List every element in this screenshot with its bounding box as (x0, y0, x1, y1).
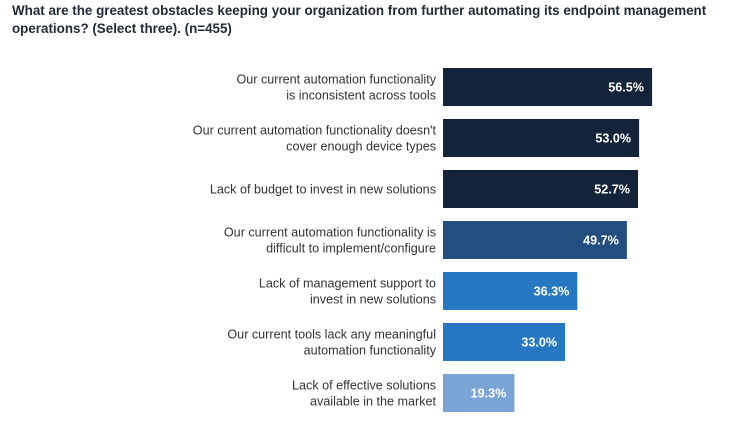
category-label-5-line-2: invest in new solutions (310, 293, 436, 307)
category-label-6-line-2: automation functionality (304, 344, 437, 358)
bar-4 (443, 221, 627, 259)
category-labels-layer: Our current automation functionality is i… (193, 73, 437, 409)
category-label-4-line-1: Our current automation functionality is (224, 226, 436, 240)
value-label-7: 19.3% (471, 387, 507, 401)
category-label-7-line-1: Lack of effective solutions (292, 379, 436, 393)
value-label-4: 49.7% (583, 234, 619, 248)
value-label-3: 52.7% (594, 183, 630, 197)
category-label-1-line-1: Our current automation functionality (236, 73, 436, 87)
category-label-5-line-1: Lack of management support to (259, 277, 436, 291)
bar-6 (443, 323, 566, 361)
bar-2 (443, 119, 640, 157)
category-label-7-line-2: available in the market (310, 395, 437, 409)
bar-1 (443, 68, 653, 106)
value-label-5: 36.3% (534, 285, 570, 299)
category-label-1-line-2: is inconsistent across tools (286, 89, 436, 103)
bar-7 (443, 374, 515, 412)
bar-5 (443, 272, 578, 310)
category-label-2-line-2: cover enough device types (286, 140, 436, 154)
chart-title: What are the greatest obstacles keeping … (12, 3, 707, 36)
bar-3 (443, 170, 638, 208)
bars-layer (443, 68, 653, 412)
value-label-2: 53.0% (595, 132, 631, 146)
value-label-1: 56.5% (608, 81, 644, 95)
value-label-6: 33.0% (521, 336, 557, 350)
value-labels-layer: 56.5% 53.0% 52.7% 49.7% 36.3% 33.0% 19.3% (471, 81, 644, 401)
category-label-2-line-1: Our current automation functionality doe… (193, 124, 437, 138)
category-label-4-line-2: difficult to implement/configure (266, 242, 436, 256)
category-label-3-line-1: Lack of budget to invest in new solution… (210, 183, 436, 197)
category-label-6-line-1: Our current tools lack any meaningful (227, 328, 436, 342)
